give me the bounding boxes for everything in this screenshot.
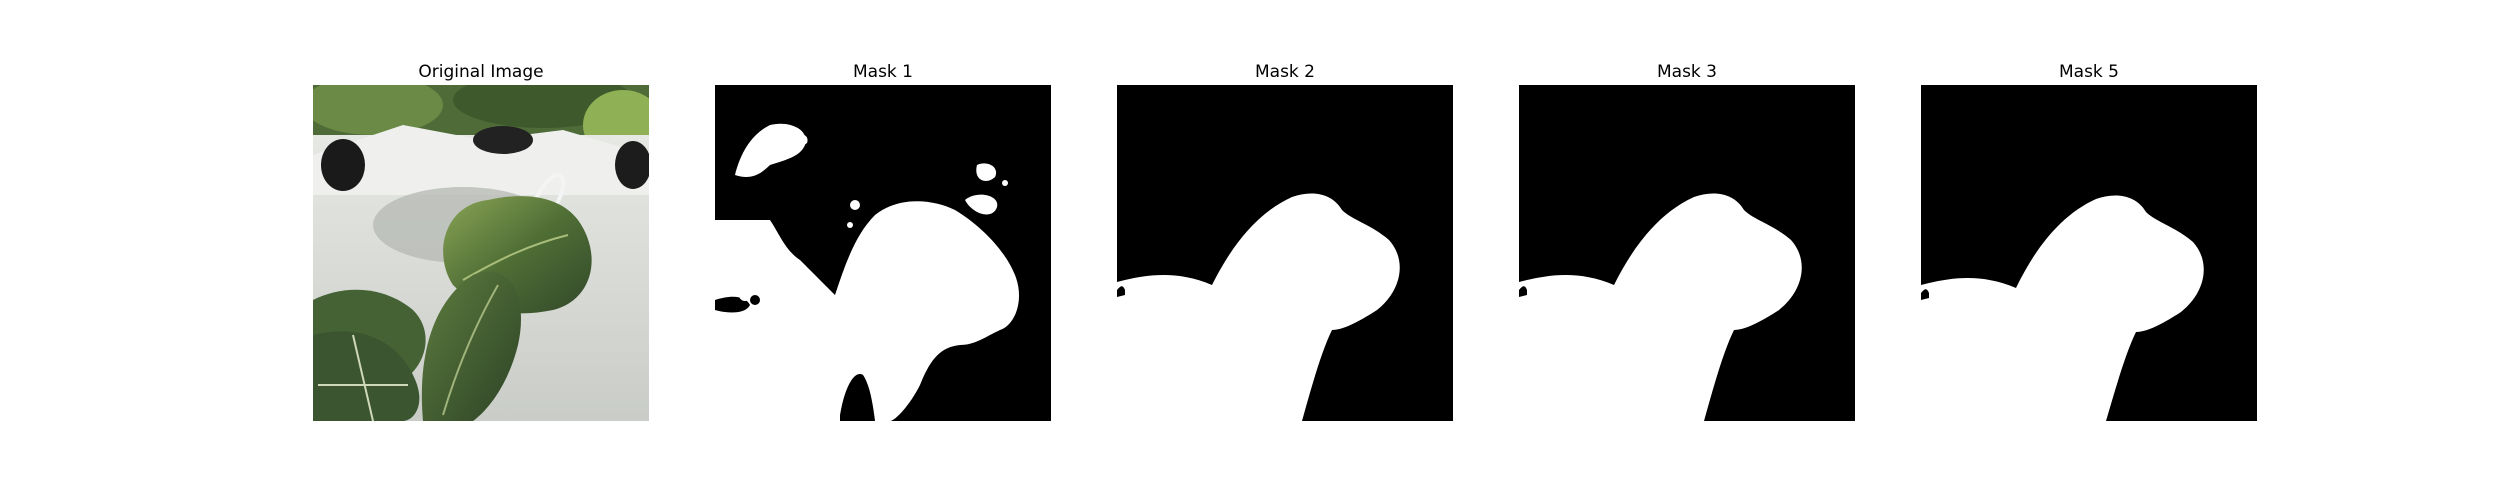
panel-title-mask-5: Mask 5: [2058, 62, 2119, 82]
mask-3-image: [1519, 85, 1855, 421]
panel-title-original-image: Original Image: [418, 62, 544, 82]
mask-5-shape: [1921, 85, 2257, 421]
mask-2-image: [1117, 85, 1453, 421]
original-photo: [313, 85, 649, 421]
mask-1-image: [715, 85, 1051, 421]
mask-5-image: [1921, 85, 2257, 421]
mask-3-shape: [1519, 85, 1855, 421]
plant-photo-illustration: [313, 85, 649, 421]
mask-2-shape: [1117, 85, 1453, 421]
mask-1-shapes: [715, 85, 1051, 421]
panel-title-mask-3: Mask 3: [1656, 62, 1717, 82]
panel-title-mask-2: Mask 2: [1254, 62, 1315, 82]
panel-title-mask-1: Mask 1: [852, 62, 913, 82]
